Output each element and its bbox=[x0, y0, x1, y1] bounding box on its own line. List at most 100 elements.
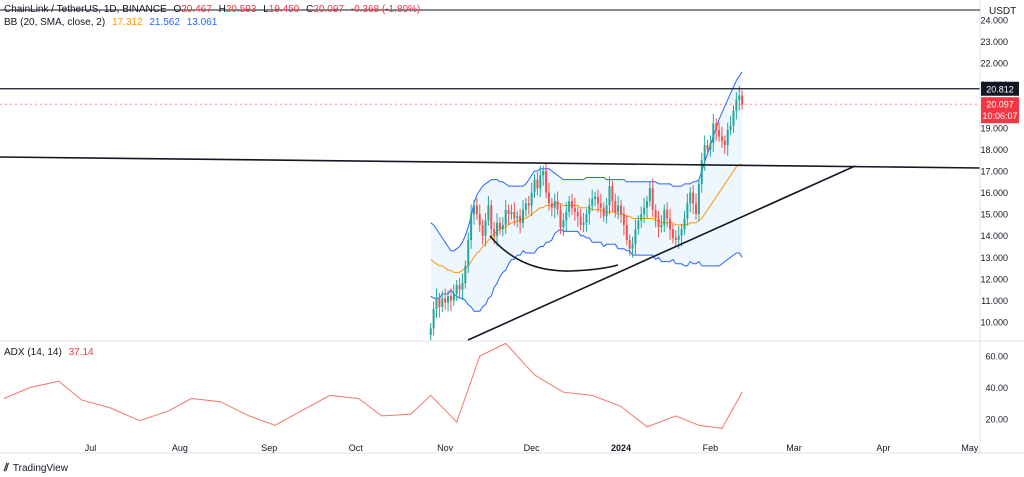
candle-body bbox=[447, 296, 450, 303]
tradingview-logo[interactable]: ⫽ TradingView bbox=[4, 462, 68, 475]
candle-body bbox=[484, 220, 487, 236]
adx-header: ADX (14, 14) 37.14 bbox=[4, 347, 98, 358]
resistance-trendline bbox=[0, 156, 981, 169]
candle-body bbox=[631, 244, 634, 249]
axes: 24.00023.00022.00021.00020.00019.00018.0… bbox=[0, 0, 1024, 454]
candle-body bbox=[677, 235, 680, 241]
adx-tick-label: 20.00 bbox=[985, 415, 1008, 425]
bb-band-fill bbox=[430, 71, 743, 312]
candle-body bbox=[576, 211, 579, 217]
time-tick-label: Nov bbox=[437, 443, 454, 453]
candle-body bbox=[493, 229, 496, 236]
price-tick-label: 15.000 bbox=[980, 210, 1008, 220]
open-label: O bbox=[173, 4, 182, 15]
candle-body bbox=[481, 224, 484, 236]
candle-body bbox=[703, 145, 706, 161]
candle-body bbox=[556, 201, 559, 210]
price-tick-label: 16.000 bbox=[980, 188, 1008, 198]
candle-body bbox=[472, 205, 475, 215]
adx-line bbox=[3, 342, 743, 429]
candle-body bbox=[617, 205, 620, 212]
candle-body bbox=[608, 186, 611, 206]
candle-body bbox=[490, 205, 493, 230]
currency-label: USDT bbox=[989, 6, 1017, 17]
candle-body bbox=[718, 130, 721, 137]
price-tick-label: 10.000 bbox=[980, 318, 1008, 328]
candle-body bbox=[643, 207, 646, 215]
candle-body bbox=[545, 171, 548, 193]
candle-body bbox=[700, 160, 703, 184]
candle-body bbox=[689, 192, 692, 204]
candle-body bbox=[622, 214, 625, 225]
candle-body bbox=[625, 224, 628, 241]
candle-body bbox=[510, 211, 513, 215]
time-tick-label: May bbox=[961, 443, 979, 453]
candle-body bbox=[654, 209, 657, 219]
tradingview-icon: ⫽ bbox=[4, 462, 9, 474]
bb-upper-value: 21.562 bbox=[149, 17, 180, 28]
last-price-label: 20.097 bbox=[986, 100, 1014, 110]
candle-body bbox=[605, 205, 608, 217]
candle-body bbox=[568, 201, 571, 212]
candle-body bbox=[720, 136, 723, 141]
candles bbox=[429, 85, 744, 341]
bb-header: BB (20, SMA, close, 2) 17.312 21.562 13.… bbox=[4, 17, 221, 28]
candle-body bbox=[671, 229, 674, 238]
candle-body bbox=[637, 220, 640, 230]
time-tick-label: Aug bbox=[172, 443, 188, 453]
candle-body bbox=[438, 298, 441, 307]
candle-body bbox=[602, 207, 605, 217]
candle-body bbox=[591, 199, 594, 206]
close-label: C bbox=[306, 4, 314, 15]
low-value: 19.450 bbox=[268, 4, 300, 15]
adx-label: ADX (14, 14) bbox=[4, 347, 62, 358]
price-tick-label: 11.000 bbox=[981, 296, 1008, 306]
bb-lower-line bbox=[430, 228, 743, 312]
trend-drawings bbox=[0, 88, 981, 341]
candle-body bbox=[732, 110, 735, 126]
bollinger-bands bbox=[430, 71, 743, 312]
candle-body bbox=[582, 222, 585, 225]
candle-body bbox=[692, 192, 695, 204]
candle-body bbox=[516, 216, 519, 219]
candle-body bbox=[715, 123, 718, 131]
candle-body bbox=[634, 229, 637, 245]
time-tick-label: Oct bbox=[349, 443, 364, 453]
candle-body bbox=[452, 293, 455, 301]
candle-body bbox=[596, 196, 599, 204]
candle-body bbox=[550, 203, 553, 208]
time-tick-label: Jul bbox=[85, 443, 97, 453]
candle-body bbox=[467, 240, 470, 266]
candle-body bbox=[735, 99, 738, 111]
candle-body bbox=[522, 209, 524, 223]
candle-body bbox=[697, 183, 700, 215]
adx-tick-label: 40.00 bbox=[985, 383, 1008, 393]
candle-body bbox=[611, 186, 614, 202]
adx-tick-label: 60.00 bbox=[985, 352, 1008, 362]
rounding-bottom-curve bbox=[489, 235, 619, 272]
candle-body bbox=[674, 237, 677, 241]
candle-body bbox=[585, 214, 588, 223]
candle-body bbox=[444, 298, 447, 303]
time-tick-label: Mar bbox=[786, 443, 802, 453]
candle-body bbox=[559, 209, 562, 228]
last-price-tag bbox=[981, 97, 1019, 124]
candle-body bbox=[706, 145, 709, 150]
candle-body bbox=[498, 222, 501, 230]
candle-body bbox=[496, 222, 499, 236]
candle-body bbox=[712, 123, 715, 143]
close-value: 20.097 bbox=[313, 4, 344, 15]
candle-body bbox=[533, 179, 536, 193]
candle-body bbox=[470, 214, 473, 241]
candle-body bbox=[562, 220, 565, 228]
candle-body bbox=[547, 192, 550, 204]
candle-body bbox=[507, 209, 510, 215]
candle-body bbox=[542, 171, 545, 176]
adx-value: 37.14 bbox=[68, 347, 94, 358]
bb-lower-value: 13.061 bbox=[186, 17, 218, 28]
price-tick-label: 18.000 bbox=[980, 145, 1008, 155]
candle-body bbox=[657, 218, 660, 228]
candle-body bbox=[738, 95, 741, 100]
candle-body bbox=[536, 179, 539, 189]
bb-basis-line bbox=[430, 164, 743, 273]
